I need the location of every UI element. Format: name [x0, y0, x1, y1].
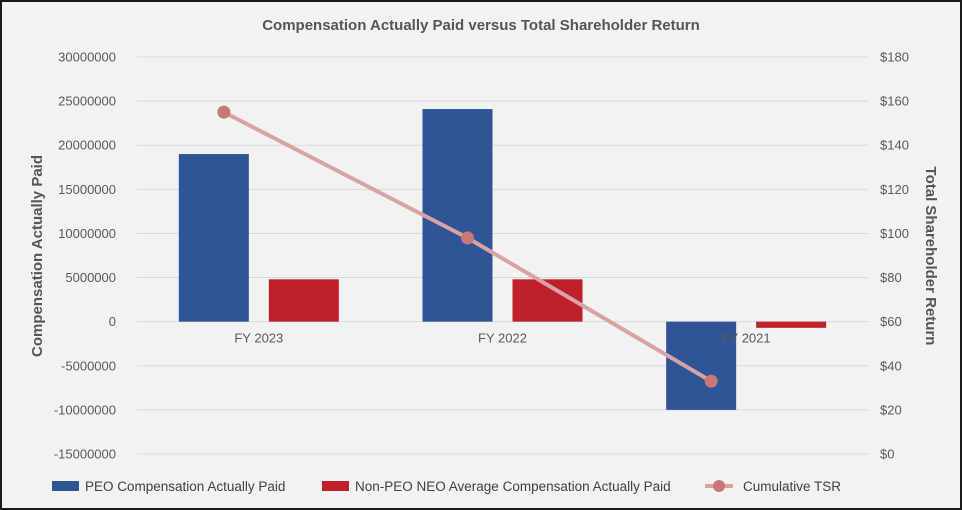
y-tick-label: 25000000 — [58, 94, 116, 109]
y2-tick-label: $80 — [880, 270, 902, 285]
y2-tick-label: $140 — [880, 138, 909, 153]
y2-tick-label: $120 — [880, 182, 909, 197]
tsr-point — [461, 231, 474, 245]
category-labels: FY 2023 FY 2022 FY 2021 — [234, 331, 770, 346]
y-tick-label: -5000000 — [61, 358, 116, 373]
category-label: FY 2022 — [478, 331, 527, 346]
category-label: FY 2021 — [722, 331, 771, 346]
y-tick-label: -10000000 — [54, 402, 116, 417]
left-axis-ticks: 30000000 25000000 20000000 15000000 10000000… — [54, 50, 116, 462]
y-tick-label: 20000000 — [58, 138, 116, 153]
y2-tick-label: $180 — [880, 50, 909, 65]
tsr-point — [704, 374, 718, 388]
y-tick-label: -15000000 — [54, 447, 116, 462]
legend-tsr-swatch-marker — [713, 480, 725, 492]
y2-tick-label: $60 — [880, 314, 902, 329]
legend-peo: PEO Compensation Actually Paid — [52, 479, 285, 494]
legend-non-peo-swatch — [322, 481, 349, 491]
y-tick-label: 10000000 — [58, 226, 116, 241]
legend: PEO Compensation Actually Paid Non-PEO NE… — [52, 479, 841, 494]
tsr-point — [217, 105, 231, 119]
gridlines — [137, 56, 868, 455]
bar-peo-fy-2021 — [666, 321, 737, 410]
legend-peo-label: PEO Compensation Actually Paid — [85, 479, 285, 494]
y2-tick-label: $0 — [880, 447, 894, 462]
tsr-line — [217, 105, 718, 388]
legend-tsr: Cumulative TSR — [705, 479, 841, 494]
bar-peo-fy-2022 — [422, 109, 493, 322]
bar-peo-fy-2023 — [178, 154, 249, 322]
legend-non-peo-label: Non-PEO NEO Average Compensation Actuall… — [355, 479, 671, 494]
y2-tick-label: $20 — [880, 402, 902, 417]
legend-non-peo: Non-PEO NEO Average Compensation Actuall… — [322, 479, 671, 494]
category-label: FY 2023 — [234, 331, 283, 346]
bars — [178, 109, 827, 410]
legend-tsr-label: Cumulative TSR — [743, 479, 841, 494]
y-tick-label: 5000000 — [65, 270, 116, 285]
y-tick-label: 30000000 — [58, 50, 116, 65]
right-axis-ticks: $180 $160 $140 $120 $100 $80 $60 $40 $20 $0 — [880, 50, 909, 462]
bar-non-peo-fy-2023 — [268, 279, 339, 322]
y-tick-label: 0 — [109, 314, 116, 329]
chart-title: Compensation Actually Paid versus Total … — [262, 17, 700, 34]
y2-tick-label: $160 — [880, 94, 909, 109]
bar-non-peo-fy-2021 — [756, 321, 827, 328]
legend-peo-swatch — [52, 481, 79, 491]
y-tick-label: 15000000 — [58, 182, 116, 197]
y2-tick-label: $100 — [880, 226, 909, 241]
y2-axis-title: Total Shareholder Return — [922, 167, 939, 346]
y2-tick-label: $40 — [880, 358, 902, 373]
y-axis-title: Compensation Actually Paid — [29, 155, 46, 357]
